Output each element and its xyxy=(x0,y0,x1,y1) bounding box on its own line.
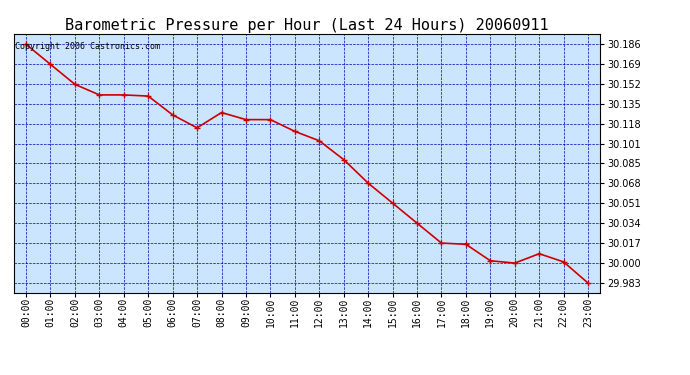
Title: Barometric Pressure per Hour (Last 24 Hours) 20060911: Barometric Pressure per Hour (Last 24 Ho… xyxy=(66,18,549,33)
Text: Copyright 2006 Castronics.com: Copyright 2006 Castronics.com xyxy=(15,42,160,51)
